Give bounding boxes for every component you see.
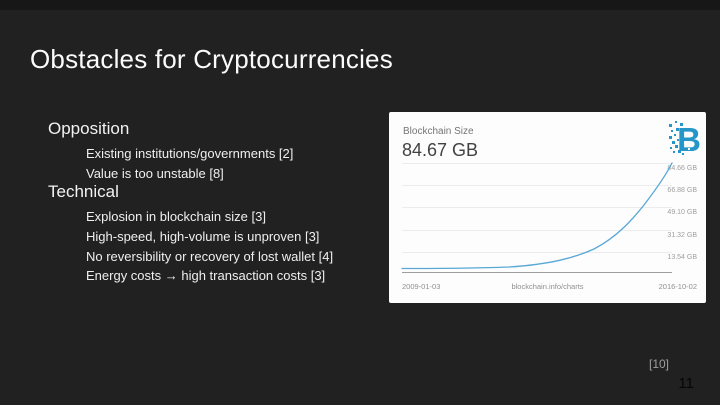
- data-line: [401, 162, 673, 270]
- y-axis-label: 49.10 GB: [667, 209, 697, 216]
- gridline: [402, 230, 672, 231]
- x-axis-end-label: 2016-10-02: [658, 282, 697, 291]
- bitcoin-logo-icon: B: [669, 121, 701, 156]
- gridline: [402, 163, 672, 164]
- bullet-group-opposition: Opposition: [48, 119, 130, 138]
- chart-title: Blockchain Size: [403, 126, 474, 137]
- citation-reference: [10]: [648, 357, 669, 371]
- blockchain-size-line-chart: [401, 162, 673, 270]
- y-axis-label: 84.66 GB: [667, 165, 697, 172]
- y-axis-label: 31.32 GB: [667, 232, 697, 239]
- chart-source-watermark: blockchain.info/charts: [511, 282, 584, 291]
- page-number: 11: [678, 375, 694, 392]
- gridline: [402, 252, 672, 253]
- svg-text:B: B: [677, 121, 701, 156]
- y-axis-label: 66.88 GB: [667, 187, 697, 194]
- bullet-item: Energy costs → high transaction costs [3…: [86, 268, 326, 283]
- slide-title: Obstacles for Cryptocurrencies: [30, 44, 393, 74]
- blockchain-size-chart-card: Blockchain Size 84.67 GB B: [389, 112, 706, 303]
- gridline: [402, 185, 672, 186]
- bullet-item: Explosion in blockchain size [3]: [86, 209, 266, 224]
- y-axis-label: 13.54 GB: [667, 254, 697, 261]
- gridline: [402, 207, 672, 208]
- x-axis-start-label: 2009-01-03: [402, 282, 441, 291]
- top-band: [0, 0, 720, 10]
- bullet-item: Existing institutions/governments [2]: [86, 146, 294, 161]
- chart-current-value: 84.67 GB: [402, 140, 479, 160]
- x-axis-line: [402, 272, 672, 273]
- bullet-item: No reversibility or recovery of lost wal…: [86, 249, 334, 264]
- bullet-item: High-speed, high-volume is unproven [3]: [86, 229, 320, 244]
- bullet-item: Value is too unstable [8]: [86, 166, 224, 181]
- bullet-group-technical: Technical: [48, 182, 119, 201]
